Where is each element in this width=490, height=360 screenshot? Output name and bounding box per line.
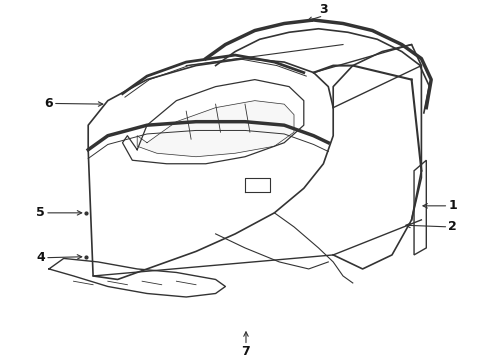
Text: 2: 2 [448,220,457,233]
Text: 4: 4 [36,251,45,264]
Text: 1: 1 [448,199,457,212]
Polygon shape [137,101,294,157]
Text: 5: 5 [36,206,45,219]
Text: 3: 3 [319,3,328,16]
Text: 6: 6 [44,97,53,110]
Text: 7: 7 [242,345,250,359]
